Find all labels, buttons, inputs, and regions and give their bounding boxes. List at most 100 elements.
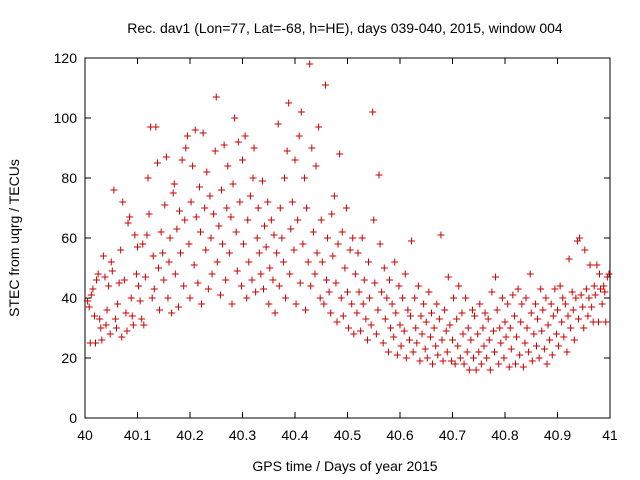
data-point	[393, 351, 401, 359]
data-point	[218, 186, 225, 194]
data-point	[144, 174, 152, 182]
data-point	[271, 309, 279, 317]
data-point	[145, 210, 153, 218]
data-point	[169, 189, 177, 197]
data-point	[171, 270, 179, 278]
data-point	[346, 246, 354, 254]
data-point	[432, 342, 440, 350]
data-point	[204, 285, 212, 293]
data-point	[313, 249, 321, 257]
data-point	[234, 138, 242, 146]
data-point	[443, 348, 451, 356]
data-point	[444, 273, 452, 281]
data-point	[180, 282, 188, 290]
y-tick-label: 100	[54, 110, 78, 126]
data-point	[437, 231, 445, 239]
data-point	[265, 300, 273, 308]
data-point	[111, 315, 119, 323]
data-point	[567, 324, 575, 332]
data-point	[308, 144, 316, 152]
data-point	[192, 213, 200, 221]
data-point	[481, 309, 489, 317]
data-point	[244, 216, 252, 224]
data-point	[186, 294, 194, 302]
data-point	[495, 360, 503, 368]
y-tick-label: 80	[61, 170, 77, 186]
data-point	[269, 276, 277, 284]
y-tick-label: 60	[61, 230, 77, 246]
data-point	[294, 216, 302, 224]
data-point	[300, 174, 308, 182]
data-point	[412, 324, 420, 332]
data-point	[399, 294, 407, 302]
data-point	[459, 330, 467, 338]
data-point	[164, 294, 172, 302]
data-point	[245, 258, 253, 266]
data-point	[170, 180, 178, 188]
data-point	[106, 330, 114, 338]
data-point	[435, 315, 443, 323]
data-point	[108, 267, 116, 275]
data-point	[470, 354, 477, 362]
chart-title: Rec. dav1 (Lon=77, Lat=-68, h=HE), days …	[127, 20, 563, 36]
data-point	[390, 333, 398, 341]
data-point	[127, 294, 135, 302]
x-tick-label: 40.3	[229, 427, 256, 443]
y-axis-label: STEC from uqrg / TECUs	[6, 159, 22, 317]
data-point	[581, 246, 589, 254]
data-point	[354, 249, 362, 257]
data-point	[397, 342, 405, 350]
data-point	[575, 315, 582, 323]
data-point	[535, 354, 543, 362]
data-point	[149, 252, 157, 260]
data-point	[586, 261, 594, 269]
data-point	[530, 330, 538, 338]
data-point	[341, 264, 349, 272]
data-point	[593, 261, 601, 269]
data-point	[126, 213, 134, 221]
data-point	[565, 255, 573, 263]
data-point	[456, 354, 464, 362]
data-point	[342, 204, 350, 212]
data-point	[601, 288, 609, 296]
data-point	[286, 270, 294, 278]
data-point	[426, 333, 434, 341]
data-point	[216, 291, 224, 299]
data-point	[556, 282, 564, 290]
data-point	[523, 324, 531, 332]
data-point	[597, 285, 605, 293]
data-point	[468, 306, 476, 314]
data-point	[381, 315, 389, 323]
data-point	[526, 270, 534, 278]
data-point	[549, 312, 557, 320]
data-point	[215, 222, 223, 230]
x-tick-label: 40.4	[281, 427, 308, 443]
data-point	[250, 144, 258, 152]
data-point	[316, 294, 324, 302]
data-point	[518, 300, 526, 308]
data-point	[554, 306, 561, 314]
data-point	[561, 300, 569, 308]
data-point	[401, 270, 409, 278]
data-point	[148, 294, 156, 302]
plot-frame	[84, 57, 611, 419]
data-point	[420, 300, 428, 308]
data-point	[366, 294, 374, 302]
data-point	[278, 234, 286, 242]
data-point	[350, 330, 358, 338]
data-point	[320, 300, 328, 308]
data-point	[224, 162, 232, 170]
data-point	[207, 234, 215, 242]
data-point	[489, 327, 497, 335]
x-tick-label: 40.9	[544, 427, 571, 443]
data-point	[598, 300, 606, 308]
data-point	[579, 303, 587, 311]
data-point	[292, 300, 300, 308]
data-point	[141, 273, 149, 281]
data-point	[199, 129, 207, 137]
data-point	[124, 219, 132, 227]
data-point	[505, 363, 513, 371]
data-point	[153, 159, 161, 167]
x-axis-label: GPS time / Days of year 2015	[252, 458, 437, 474]
